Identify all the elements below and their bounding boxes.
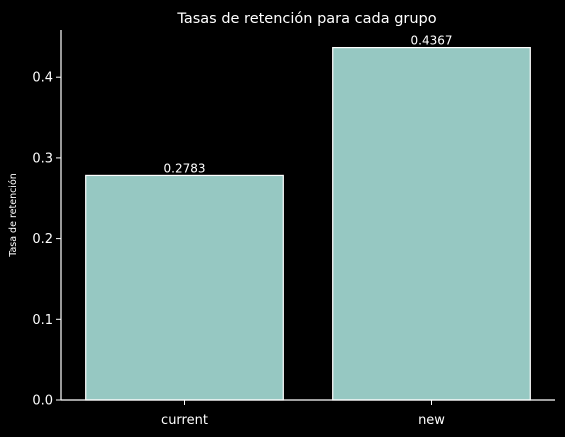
chart-title: Tasas de retención para cada grupo [176,11,436,27]
bar-new [332,46,531,401]
y-tick-label: 0.2 [32,232,53,247]
y-tick-label: 0.4 [32,71,53,86]
x-ticks-layer: current new [161,400,445,428]
bar-current [85,174,284,401]
x-tick-label-current: current [161,413,208,428]
data-label-new: 0.4367 [411,34,453,48]
x-tick-label-new: new [418,413,445,428]
y-tick-label: 0.3 [32,151,53,166]
data-label-current: 0.2783 [164,161,206,175]
y-tick-label: 0.0 [32,394,53,409]
y-ticks-layer: 0.0 0.1 0.2 0.3 0.4 [32,71,61,409]
data-labels-layer: 0.2783 0.4367 [164,34,453,176]
bars-layer [85,46,531,401]
y-tick-label: 0.1 [32,313,53,328]
y-axis-label: Tasa de retención [8,173,19,258]
